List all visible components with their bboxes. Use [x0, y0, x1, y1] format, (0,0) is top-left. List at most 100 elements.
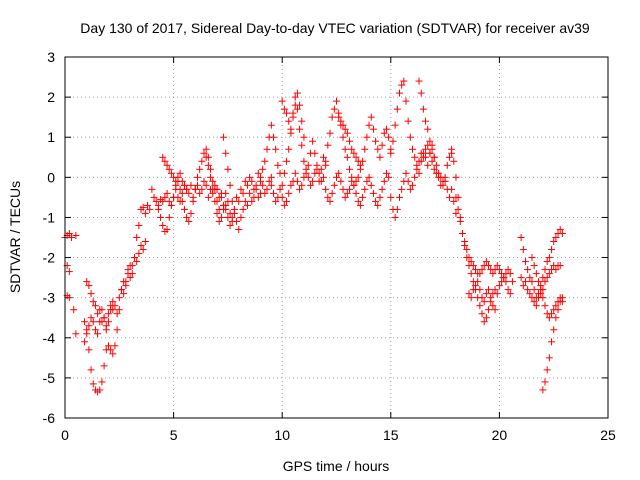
data-point	[402, 169, 410, 177]
data-point	[235, 225, 243, 233]
data-point	[485, 286, 493, 294]
data-point	[309, 137, 317, 145]
data-point	[346, 185, 354, 193]
y-tick-label: -2	[43, 250, 56, 266]
data-point	[154, 205, 162, 213]
data-point	[163, 225, 171, 233]
data-point	[361, 145, 369, 153]
data-point	[519, 282, 527, 290]
data-point	[402, 97, 410, 105]
data-point	[339, 185, 347, 193]
data-point	[296, 185, 304, 193]
data-point	[183, 213, 191, 221]
data-point	[85, 322, 93, 330]
data-point	[374, 145, 382, 153]
data-point	[222, 205, 230, 213]
data-point	[528, 254, 536, 262]
data-point	[502, 278, 510, 286]
data-point	[552, 302, 560, 310]
data-point	[363, 177, 371, 185]
data-point	[207, 165, 215, 173]
data-point	[376, 153, 384, 161]
data-point	[193, 181, 201, 189]
data-point	[534, 278, 542, 286]
data-point	[485, 262, 493, 270]
data-point	[135, 250, 143, 258]
data-point	[476, 302, 484, 310]
data-point	[109, 350, 117, 358]
data-point	[109, 306, 117, 314]
data-point	[552, 266, 560, 274]
data-point	[469, 262, 477, 270]
data-point	[558, 294, 566, 302]
data-point	[102, 322, 110, 330]
data-point	[311, 149, 319, 157]
data-point	[543, 366, 551, 374]
data-point	[419, 105, 427, 113]
data-point	[556, 262, 564, 270]
x-tick-label: 10	[274, 427, 290, 443]
data-point	[463, 246, 471, 254]
data-point	[409, 181, 417, 189]
data-point	[328, 189, 336, 197]
data-point	[289, 113, 297, 121]
data-point	[81, 338, 89, 346]
data-point	[363, 133, 371, 141]
data-point	[313, 161, 321, 169]
data-point	[72, 330, 80, 338]
data-point	[217, 189, 225, 197]
data-point	[343, 129, 351, 137]
data-point	[545, 270, 553, 278]
data-point	[554, 306, 562, 314]
data-point	[478, 266, 486, 274]
data-point	[209, 177, 217, 185]
data-point	[406, 185, 414, 193]
data-point	[548, 310, 556, 318]
data-point	[558, 229, 566, 237]
data-point	[274, 161, 282, 169]
data-point	[133, 234, 141, 241]
data-point	[278, 97, 286, 105]
data-point	[337, 117, 345, 125]
data-point	[113, 310, 121, 318]
data-point	[315, 169, 323, 177]
data-point	[87, 366, 95, 374]
axis-ticks: 0 5 10 15 20 25 -6 -5 -4 -3 -2 -1 0 1 2 3	[43, 49, 616, 443]
data-point	[426, 137, 434, 145]
data-point	[243, 201, 251, 209]
data-point	[115, 294, 123, 302]
data-point	[165, 197, 173, 205]
data-point	[217, 213, 225, 221]
data-point	[491, 306, 499, 314]
data-point	[224, 213, 232, 221]
data-point	[230, 209, 238, 217]
data-point	[85, 282, 93, 290]
data-point	[141, 209, 149, 217]
data-point	[350, 149, 358, 157]
data-point	[467, 258, 475, 266]
data-point	[189, 197, 197, 205]
data-point	[146, 205, 154, 213]
data-point	[70, 306, 78, 314]
data-point	[83, 278, 91, 286]
data-point	[432, 161, 440, 169]
data-point	[107, 346, 115, 354]
data-point	[445, 193, 453, 201]
data-point	[65, 229, 73, 237]
data-point	[91, 302, 99, 310]
data-point	[235, 197, 243, 205]
data-point	[213, 197, 221, 205]
data-point	[341, 125, 349, 133]
data-point	[220, 201, 228, 209]
data-point	[265, 177, 273, 185]
data-point	[391, 121, 399, 129]
data-point	[291, 169, 299, 177]
data-point	[424, 161, 432, 169]
data-point	[443, 161, 451, 169]
data-point	[380, 129, 388, 137]
data-point	[393, 105, 401, 113]
data-point	[452, 173, 460, 181]
data-point	[413, 165, 421, 173]
data-point	[365, 121, 373, 129]
data-point	[545, 314, 553, 322]
